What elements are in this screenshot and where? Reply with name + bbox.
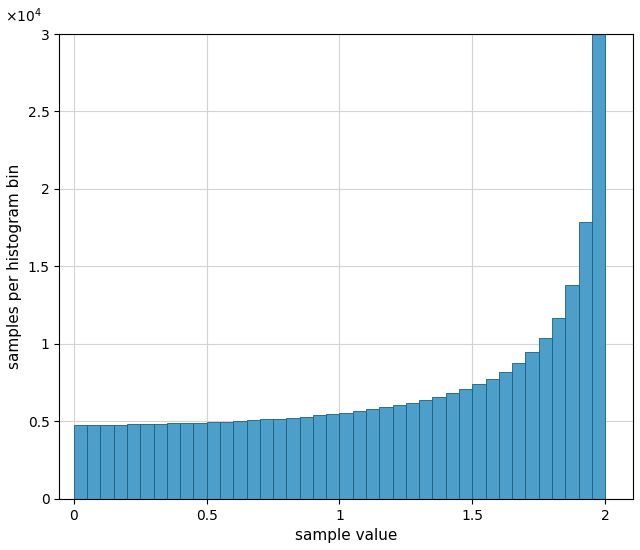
Bar [140, 424, 154, 499]
Bar [300, 416, 313, 499]
Bar [472, 384, 486, 499]
Bar [273, 419, 286, 499]
Bar [339, 412, 353, 499]
Bar [579, 222, 592, 499]
Bar [366, 409, 380, 499]
Bar [246, 420, 260, 499]
Bar [406, 403, 419, 499]
Bar [233, 421, 246, 499]
Bar [486, 379, 499, 499]
Bar [193, 422, 207, 499]
Bar [392, 405, 406, 499]
Bar [326, 414, 339, 499]
Bar [87, 425, 100, 499]
Bar [380, 408, 392, 499]
Bar [446, 393, 459, 499]
Bar [353, 411, 366, 499]
Bar [127, 425, 140, 499]
Bar [419, 400, 433, 499]
Bar [180, 423, 193, 499]
Bar [592, 0, 605, 499]
Bar [114, 425, 127, 499]
Bar [499, 372, 512, 499]
Bar [220, 421, 233, 499]
Bar [286, 417, 300, 499]
Bar [512, 364, 525, 499]
Bar [552, 317, 565, 499]
Bar [207, 422, 220, 499]
Y-axis label: samples per histogram bin: samples per histogram bin [7, 164, 22, 369]
Bar [74, 425, 87, 499]
Bar [539, 338, 552, 499]
Bar [459, 389, 472, 499]
Text: $\times10^4$: $\times10^4$ [4, 6, 42, 25]
Bar [313, 415, 326, 499]
Bar [167, 424, 180, 499]
Bar [525, 353, 539, 499]
Bar [100, 425, 114, 499]
Bar [565, 285, 579, 499]
Bar [154, 424, 167, 499]
Bar [433, 397, 446, 499]
X-axis label: sample value: sample value [295, 528, 397, 543]
Bar [260, 420, 273, 499]
